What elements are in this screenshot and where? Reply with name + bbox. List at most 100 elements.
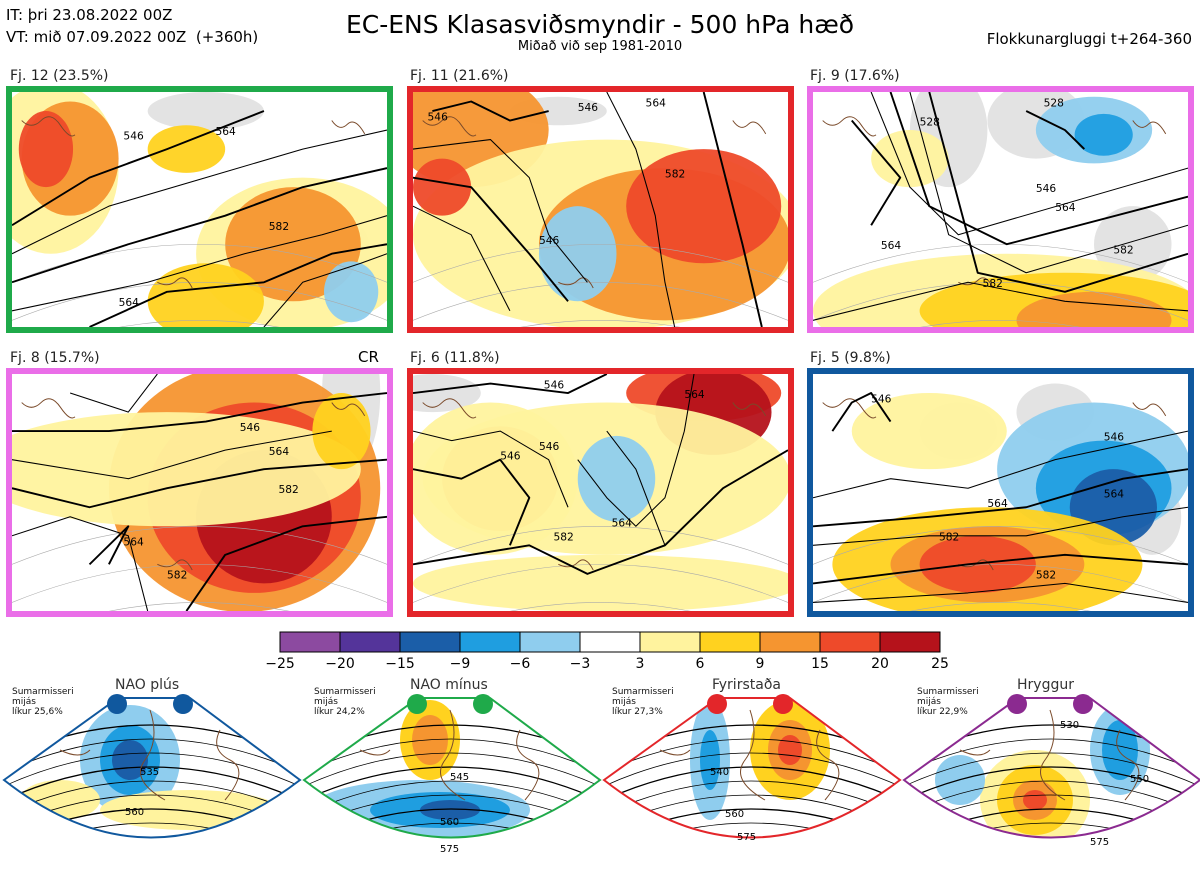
contour-label-4: 564 (684, 389, 705, 401)
colorbar-tick-12: 25 (931, 656, 949, 672)
regime-contour (604, 766, 900, 803)
regime-dot-right (473, 694, 493, 714)
regime-dot-left (1007, 694, 1027, 714)
contour-label-3: 582 (278, 484, 298, 496)
anomaly-area-4 (12, 412, 361, 527)
cluster-map-6: 546 546 564 564 582 582 (807, 368, 1194, 617)
regime-contour-label-2: 560 (725, 809, 744, 820)
colorbar-tick-8: 6 (695, 656, 705, 672)
regime-contour (4, 738, 300, 775)
graticule-line (119, 320, 280, 327)
height-contour-3 (413, 458, 531, 546)
graticule-line (910, 602, 1091, 611)
height-contour-7 (1025, 110, 1086, 150)
height-contour-2 (813, 430, 1188, 499)
height-contour-4 (12, 215, 387, 312)
height-contour-1 (413, 374, 608, 394)
cluster-field-2: 546 546 564 546 582 (413, 92, 788, 327)
graticule-line (520, 320, 681, 327)
anomaly-area-6 (577, 435, 656, 522)
colorbar-swatch-3 (399, 631, 461, 653)
graticule-line (413, 526, 788, 565)
regime-contour (604, 738, 900, 775)
cluster-label-4: Fj. 8 (15.7%) (10, 350, 100, 366)
cluster-field-6: 546 546 564 564 582 582 (813, 383, 1188, 611)
cluster-label-2: Fj. 11 (21.6%) (410, 68, 509, 84)
colorbar-swatch-4 (459, 631, 521, 653)
height-contour-3 (12, 458, 387, 509)
contour-label-3: 546 (544, 379, 565, 391)
contour-label-5: 564 (612, 517, 633, 529)
regime-coastline (659, 709, 840, 801)
regime-contour (904, 738, 1200, 775)
contour-label-1: 546 (428, 112, 449, 124)
regime-anomaly-5 (778, 735, 802, 765)
contour-label-3: 564 (987, 498, 1008, 510)
height-contour-3 (12, 167, 387, 284)
regime-contour (604, 752, 900, 789)
regime-season-4: Sumarmisseri (917, 687, 979, 697)
regime-info-4: Sumarmisseri mijás líkur 22,9% (917, 687, 979, 717)
regime-coastline (359, 709, 540, 801)
regime-contour (304, 766, 600, 803)
regime-map-blocking: 540 560 575 (602, 694, 902, 843)
regime-contour (304, 822, 600, 838)
regime-map-ridge: 530 550 575 (902, 694, 1200, 848)
anomaly-area-4 (626, 149, 782, 264)
colorbar-tick-6: −3 (569, 656, 591, 672)
classification-window: Flokkunargluggi t+264-360 (986, 30, 1192, 48)
anomaly-area-7 (324, 261, 379, 323)
coastline (21, 398, 366, 571)
colorbar-swatch-10 (819, 631, 881, 653)
anomaly-area-5 (225, 187, 361, 302)
cluster-map-1: 546 564 582 564 (6, 86, 393, 333)
colorbar-tick-7: 3 (635, 656, 645, 672)
regime-frame (2, 697, 302, 839)
height-contour-5 (813, 553, 1188, 585)
height-contour-2 (12, 430, 332, 480)
regime-dot-right (173, 694, 193, 714)
regime-anomaly-3 (112, 740, 148, 780)
regime-anomaly-4 (1023, 790, 1047, 810)
colorbar-tick-1: −25 (265, 656, 295, 672)
cluster-label-3: Fj. 9 (17.6%) (810, 68, 900, 84)
colorbar-tick-10: 15 (811, 656, 829, 672)
regime-prob-1: líkur 25,6% (12, 707, 63, 717)
cluster-field-3: 528 528 546 564 564 582 582 (813, 92, 1188, 327)
colorbar-swatch-8 (699, 631, 761, 653)
regime-title-3: Fyrirstaða (712, 677, 781, 693)
regime-prob-4: líkur 22,9% (917, 707, 968, 717)
graticule-line (12, 564, 387, 603)
regime-contour-label-3: 575 (440, 844, 459, 855)
regime-contour-label-1: 535 (140, 767, 159, 778)
regime-season-2: Sumarmisseri (314, 687, 376, 697)
regime-info-2: Sumarmisseri mijás líkur 24,2% (314, 687, 376, 717)
graticule-line (413, 281, 788, 321)
height-contour-5 (928, 92, 1188, 293)
regime-dot-left (407, 694, 427, 714)
height-contour-6 (813, 281, 1188, 321)
coastline (422, 398, 767, 571)
regime-title-2: NAO mínus (410, 677, 488, 693)
contour-label-1: 546 (123, 131, 144, 143)
contour-label-3: 564 (646, 97, 667, 109)
contour-label-5: 582 (939, 532, 959, 544)
colorbar-swatch-1 (279, 631, 341, 653)
contour-label-1: 528 (920, 116, 940, 128)
anomaly-area-6 (871, 130, 949, 188)
height-contour-4 (12, 516, 149, 611)
contour-label-4: 546 (539, 235, 560, 247)
coastline (822, 116, 1167, 289)
regime-season-1: Sumarmisseri (12, 687, 74, 697)
contour-label-2: 546 (578, 102, 599, 114)
regime-frame (302, 697, 602, 839)
height-contour-1 (12, 110, 265, 227)
coastline (422, 116, 767, 289)
anomaly-area-6 (147, 263, 264, 327)
contour-label-2: 528 (1044, 97, 1064, 109)
colorbar-tick-11: 20 (871, 656, 889, 672)
regime-frame (602, 697, 902, 839)
colorbar-tick-4: −9 (449, 656, 471, 672)
contour-label-5: 582 (167, 570, 187, 582)
regime-contour (304, 780, 600, 817)
